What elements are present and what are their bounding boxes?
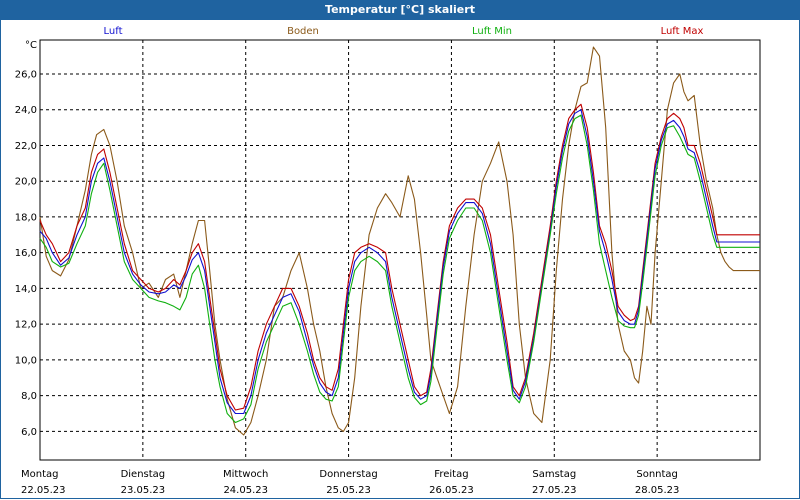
legend-luft: Luft — [104, 26, 123, 37]
legend-luft-min: Luft Min — [472, 26, 512, 37]
chart-title-bar: Temperatur [°C] skaliert — [0, 0, 800, 20]
day-name-label: Dienstag — [121, 469, 166, 480]
legend: Luft Boden Luft Min Luft Max — [104, 26, 704, 37]
legend-boden: Boden — [287, 26, 319, 37]
y-tick-label: 6,0 — [21, 427, 37, 438]
y-tick-label: 18,0 — [15, 212, 37, 223]
day-date-label: 24.05.23 — [223, 485, 268, 496]
y-tick-label: 14,0 — [15, 284, 37, 295]
day-name-label: Donnerstag — [319, 469, 377, 480]
day-name-label: Montag — [21, 469, 58, 480]
x-axis: Montag 22.05.23 Dienstag 23.05.23 Mittwoch 24… — [21, 469, 679, 496]
y-tick-label: 10,0 — [15, 355, 37, 366]
legend-luft-max: Luft Max — [661, 26, 704, 37]
series-line-boden — [39, 46, 760, 436]
chart-title: Temperatur [°C] skaliert — [325, 3, 475, 16]
y-tick-label: 16,0 — [15, 248, 37, 259]
grid — [39, 39, 761, 461]
series-lines — [39, 46, 760, 436]
day-date-label: 26.05.23 — [429, 485, 474, 496]
y-tick-label: 8,0 — [21, 391, 37, 402]
y-tick-label: 26,0 — [15, 69, 37, 80]
day-date-label: 25.05.23 — [326, 485, 371, 496]
day-name-label: Mittwoch — [223, 469, 268, 480]
series-line-luft-min — [39, 114, 760, 424]
day-date-label: 22.05.23 — [21, 485, 66, 496]
y-axis: 6,0 8,0 10,0 12,0 14,0 16,0 18,0 20,0 22,0 24,0 26… — [15, 40, 37, 438]
y-axis-unit: °C — [25, 40, 37, 51]
y-tick-label: 22,0 — [15, 141, 37, 152]
day-name-label: Sonntag — [636, 469, 678, 480]
day-name-label: Samstag — [532, 469, 576, 480]
y-tick-label: 20,0 — [15, 177, 37, 188]
y-tick-label: 24,0 — [15, 105, 37, 116]
series-line-luft-max — [39, 103, 760, 411]
day-name-label: Freitag — [434, 469, 468, 480]
day-date-label: 23.05.23 — [121, 485, 166, 496]
plot-border — [39, 39, 761, 461]
series-line-luft — [39, 109, 760, 415]
day-date-label: 27.05.23 — [532, 485, 577, 496]
y-tick-label: 12,0 — [15, 320, 37, 331]
day-date-label: 28.05.23 — [635, 485, 680, 496]
